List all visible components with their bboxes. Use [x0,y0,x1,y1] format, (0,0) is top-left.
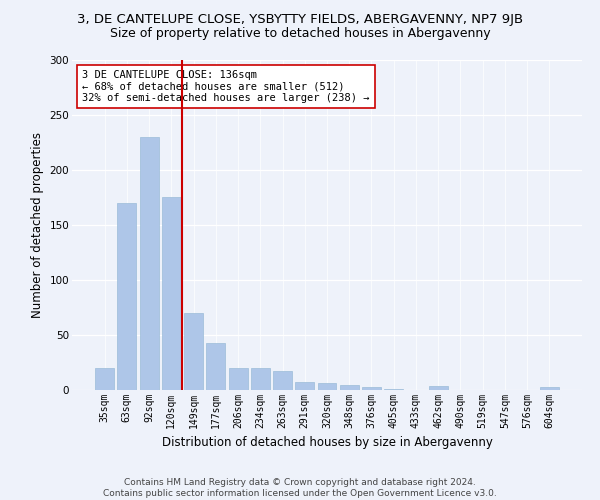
Bar [540,386,559,390]
Bar [295,382,314,390]
Text: 3 DE CANTELUPE CLOSE: 136sqm
← 68% of detached houses are smaller (512)
32% of s: 3 DE CANTELUPE CLOSE: 136sqm ← 68% of de… [82,70,370,103]
Bar [362,386,381,390]
Text: Size of property relative to detached houses in Abergavenny: Size of property relative to detached ho… [110,28,490,40]
Bar [184,313,203,390]
Bar [162,198,181,390]
Bar [340,384,359,390]
Bar [317,384,337,390]
X-axis label: Distribution of detached houses by size in Abergavenny: Distribution of detached houses by size … [161,436,493,450]
Text: Contains HM Land Registry data © Crown copyright and database right 2024.
Contai: Contains HM Land Registry data © Crown c… [103,478,497,498]
Bar [118,203,136,390]
Text: 3, DE CANTELUPE CLOSE, YSBYTTY FIELDS, ABERGAVENNY, NP7 9JB: 3, DE CANTELUPE CLOSE, YSBYTTY FIELDS, A… [77,12,523,26]
Bar [384,389,403,390]
Bar [429,386,448,390]
Bar [95,368,114,390]
Y-axis label: Number of detached properties: Number of detached properties [31,132,44,318]
Bar [140,137,158,390]
Bar [229,368,248,390]
Bar [206,342,225,390]
Bar [273,372,292,390]
Bar [251,368,270,390]
